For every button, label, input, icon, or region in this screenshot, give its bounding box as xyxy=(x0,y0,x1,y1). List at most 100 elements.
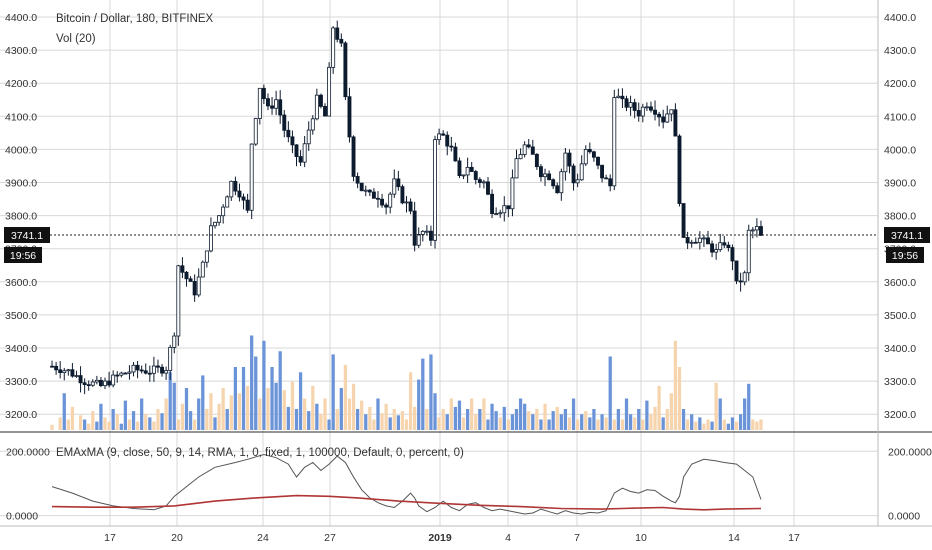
candle-body xyxy=(123,372,128,375)
candle-body xyxy=(266,98,270,107)
volume-bar xyxy=(482,398,486,430)
candle-body xyxy=(636,110,641,117)
volume-bar xyxy=(364,414,368,430)
countdown-badge-right: 19:56 xyxy=(886,247,924,263)
price-tick-label-left: 3600.0 xyxy=(5,277,37,289)
volume-bar xyxy=(294,409,299,430)
volume-bar xyxy=(241,367,246,430)
indicator-legend[interactable]: EMAxMA (9, close, 50, 9, 14, RMA, 1, 0, … xyxy=(56,447,464,459)
volume-bar xyxy=(563,409,568,430)
price-tick-label-left: 3300.0 xyxy=(5,376,37,388)
candle-body xyxy=(644,106,649,109)
candle-body xyxy=(225,196,230,208)
volume-bar xyxy=(413,406,417,430)
price-tick-label-right: 3900.0 xyxy=(884,178,916,190)
volume-bar xyxy=(258,398,262,430)
volume-bar xyxy=(119,423,123,430)
volume-bar xyxy=(404,419,409,430)
candle-body xyxy=(661,116,666,123)
volume-bar xyxy=(433,393,437,430)
volume-bar xyxy=(262,340,266,430)
candle-body xyxy=(359,182,364,192)
volume-bar xyxy=(127,419,132,430)
volume-bar xyxy=(156,409,160,430)
candle-body xyxy=(371,191,376,199)
candle-body xyxy=(388,193,393,208)
candle-body xyxy=(677,135,682,204)
candle-body xyxy=(384,204,389,208)
candle-body xyxy=(286,129,291,138)
volume-bar xyxy=(172,382,176,430)
volume-bar xyxy=(319,414,323,430)
candle-body xyxy=(208,225,213,252)
candle-body xyxy=(160,366,164,374)
volume-bar xyxy=(461,417,466,430)
candle-body xyxy=(331,27,336,68)
volume-bar xyxy=(209,393,213,430)
candle-body xyxy=(510,177,515,210)
volume-bar xyxy=(694,421,698,430)
candle-body xyxy=(380,198,385,206)
candle-body xyxy=(469,166,474,172)
volume-bar xyxy=(331,354,335,430)
price-tick-label-right: 4000.0 xyxy=(884,144,916,156)
chart-title[interactable]: Bitcoin / Dollar, 180, BITFINEX xyxy=(56,13,214,25)
time-tick-label: 7 xyxy=(574,532,580,544)
volume-bar xyxy=(510,414,515,430)
last-price-badge-right: 3741.1 xyxy=(884,227,930,243)
volume-bar xyxy=(539,419,543,430)
candle-body xyxy=(70,369,75,377)
volume-bar xyxy=(527,411,531,430)
volume-bar xyxy=(645,400,649,430)
candle-body xyxy=(697,237,702,243)
volume-bar xyxy=(738,414,743,430)
candle-body xyxy=(200,261,205,278)
candle-body xyxy=(591,151,596,158)
volume-bar xyxy=(66,419,70,430)
candle-body xyxy=(612,97,617,187)
candle-body xyxy=(730,247,735,262)
volume-bar xyxy=(62,393,66,430)
volume-bar xyxy=(217,403,221,430)
volume-bar xyxy=(213,417,217,430)
volume-bar xyxy=(396,415,400,430)
candle-body xyxy=(465,166,470,176)
volume-bar xyxy=(425,409,429,430)
volume-bar xyxy=(637,409,641,430)
volume-bar xyxy=(400,411,405,430)
candle-body xyxy=(445,134,450,147)
candle-body xyxy=(188,278,193,282)
candle-body xyxy=(351,136,356,177)
price-tick-label-left: 3400.0 xyxy=(5,343,37,355)
volume-bar xyxy=(633,417,637,430)
volume-bar xyxy=(144,414,148,430)
candle-body xyxy=(302,143,307,163)
volume-bar xyxy=(388,417,392,430)
volume-bar xyxy=(543,403,547,430)
candle-body xyxy=(461,174,466,177)
volume-bar xyxy=(661,417,665,430)
price-tick-label-left: 3900.0 xyxy=(5,178,37,190)
volume-bar xyxy=(755,421,759,430)
indicator-tick-label-left: 200.0000 xyxy=(6,446,50,458)
volume-bar xyxy=(726,423,730,430)
candle-body xyxy=(143,370,148,374)
candle-body xyxy=(131,364,136,373)
volume-bar xyxy=(702,423,706,430)
candle-body xyxy=(257,87,262,119)
candle-body xyxy=(689,241,694,244)
volume-bar xyxy=(115,414,119,430)
volume-bar xyxy=(323,398,327,430)
candle-body xyxy=(710,243,715,253)
candle-body xyxy=(168,347,173,371)
volume-bar xyxy=(327,419,331,430)
candle-body xyxy=(229,180,234,198)
volume-bar xyxy=(315,403,319,430)
candle-body xyxy=(571,165,576,184)
volume-bar xyxy=(649,414,653,430)
candle-body xyxy=(151,365,156,374)
volume-legend[interactable]: Vol (20) xyxy=(56,33,96,45)
price-tick-label-right: 4100.0 xyxy=(884,111,916,123)
volume-bar xyxy=(486,419,490,430)
